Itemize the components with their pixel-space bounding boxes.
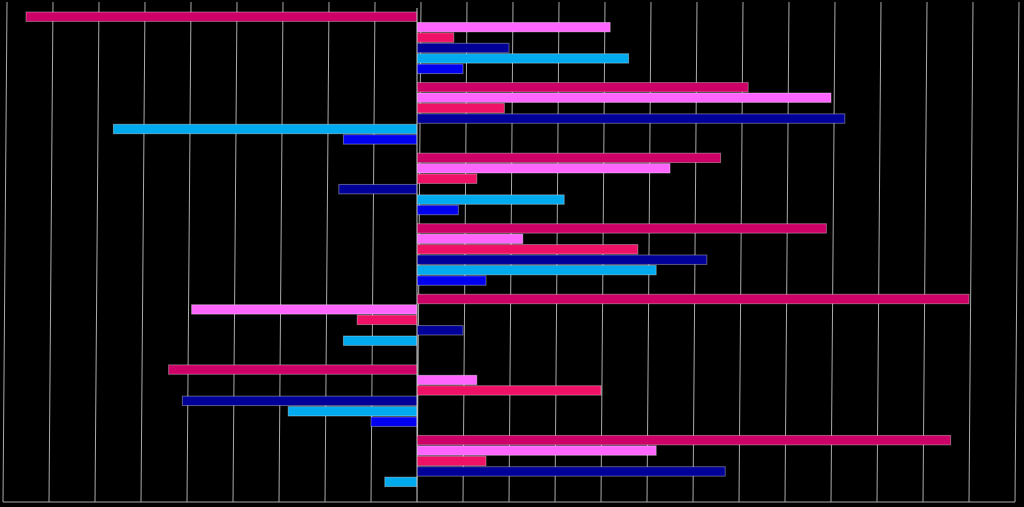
bar	[416, 194, 565, 205]
bar	[416, 82, 749, 93]
bar	[416, 53, 630, 64]
grid-line	[922, 1, 928, 503]
bar	[416, 434, 952, 446]
bar	[416, 275, 487, 286]
bar	[416, 325, 464, 336]
grid-line	[48, 1, 54, 503]
grid-line	[1014, 1, 1020, 503]
bar	[342, 134, 418, 145]
grid-line	[186, 1, 192, 503]
bar	[25, 11, 418, 22]
grid-line	[278, 1, 284, 503]
bar	[416, 173, 478, 184]
bar	[416, 163, 671, 174]
bar	[416, 204, 459, 216]
grid-line	[830, 1, 836, 503]
bar	[416, 42, 510, 54]
grid-line	[968, 1, 974, 503]
bar	[416, 455, 487, 467]
bar	[416, 293, 970, 305]
bar	[416, 244, 639, 255]
grid-line	[94, 1, 100, 503]
bar	[416, 113, 846, 124]
bar	[287, 406, 418, 417]
bar	[416, 92, 832, 103]
bar	[416, 152, 722, 164]
bar	[416, 466, 726, 477]
bar	[416, 254, 708, 265]
bar	[416, 445, 657, 456]
bar	[416, 233, 524, 245]
bar	[416, 223, 827, 234]
bar	[416, 32, 455, 43]
bar	[416, 385, 602, 396]
bar	[416, 264, 657, 276]
bar	[168, 364, 418, 375]
bar	[416, 374, 478, 386]
bar	[416, 21, 611, 33]
bar	[112, 123, 418, 135]
grid-line	[784, 1, 790, 503]
bar	[191, 304, 418, 315]
bar	[181, 395, 418, 407]
bar	[416, 102, 505, 114]
grid-line	[876, 1, 882, 503]
grid-line	[2, 1, 8, 503]
grid-line	[140, 1, 146, 503]
grid-line	[324, 1, 330, 503]
bar	[416, 63, 464, 75]
grid-line	[232, 1, 238, 503]
bar	[370, 416, 418, 427]
bar	[384, 476, 418, 488]
bar	[356, 314, 418, 326]
bar	[342, 335, 418, 346]
bar	[338, 183, 418, 195]
